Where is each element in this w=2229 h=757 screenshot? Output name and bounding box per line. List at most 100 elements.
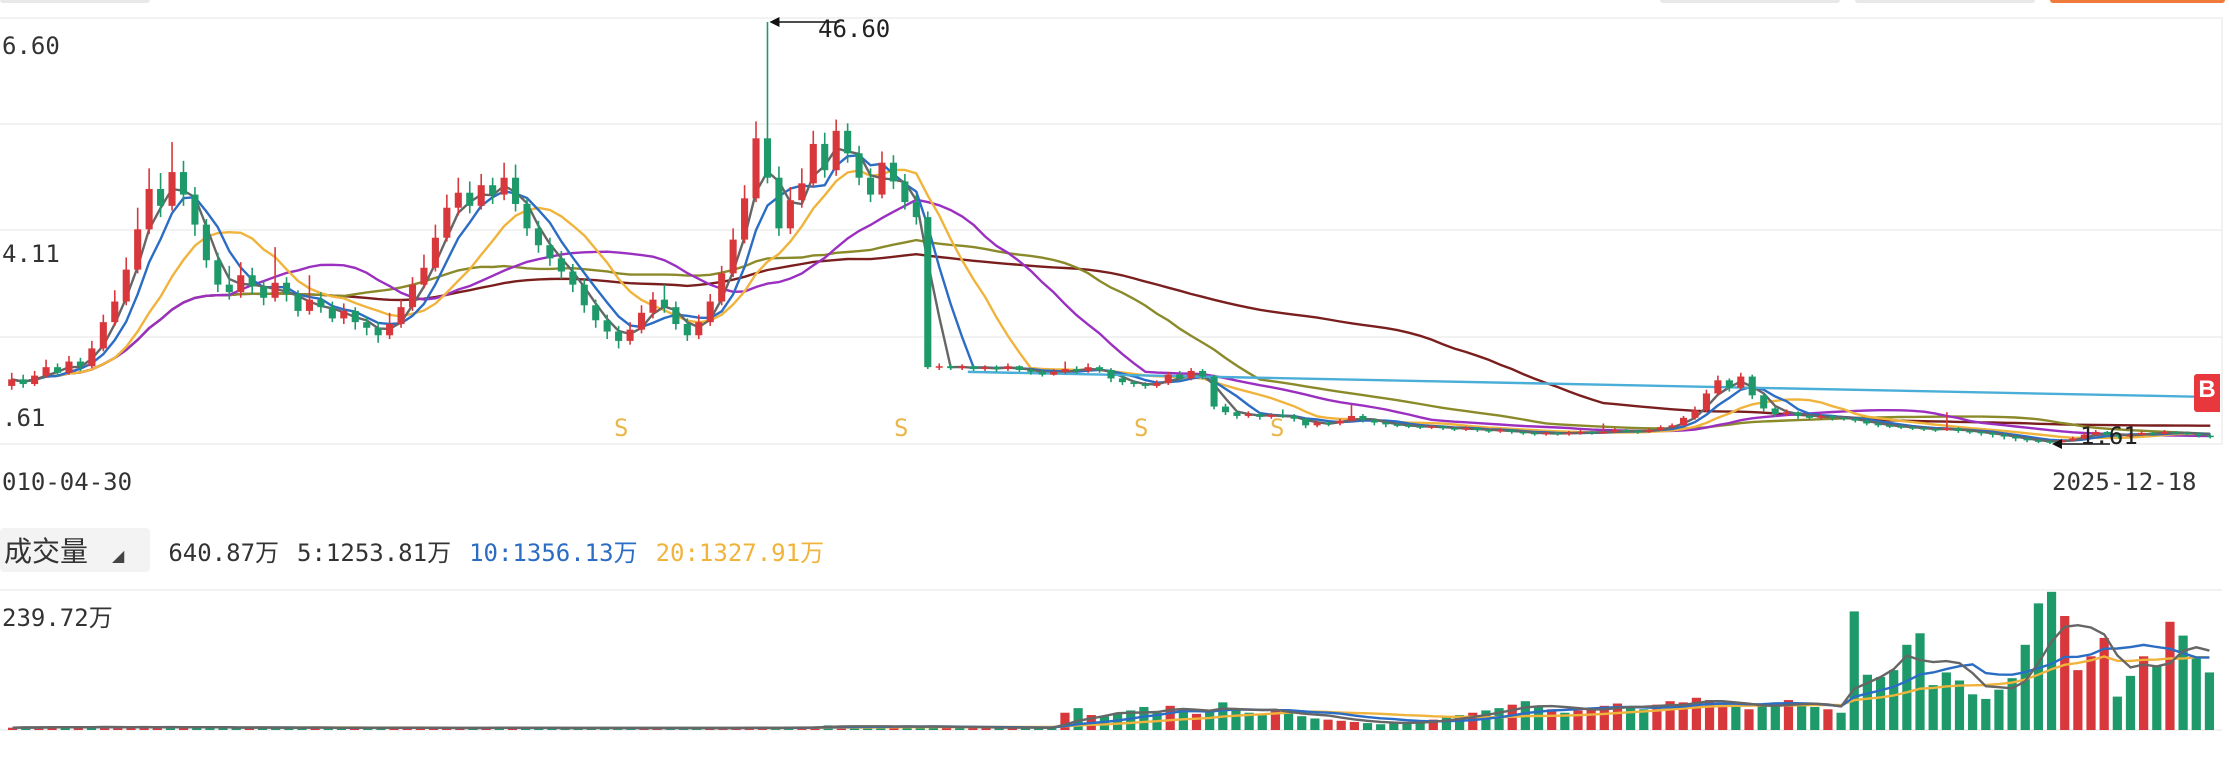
- candle-body: [1611, 430, 1619, 432]
- volume-bar: [2020, 644, 2030, 730]
- volume-bar: [1126, 710, 1136, 730]
- candle-body: [718, 273, 726, 302]
- volume-bar: [152, 727, 162, 730]
- candle-body: [1416, 426, 1424, 428]
- candle-body: [1828, 415, 1836, 418]
- candle-body: [1084, 367, 1092, 371]
- candle-body: [294, 294, 302, 311]
- candle-body: [821, 143, 829, 171]
- volume-bar: [1139, 706, 1149, 730]
- volume-indicator-selector[interactable]: 成交量 ◢: [0, 528, 151, 572]
- candle-body: [317, 299, 325, 308]
- volume-ma20: 20:1327.91万: [655, 538, 825, 567]
- top-edge-tab-mid2: [1855, 0, 2035, 3]
- candle-body: [1164, 374, 1172, 384]
- candle-body: [775, 177, 783, 229]
- candle-body: [947, 366, 955, 369]
- volume-bar: [126, 727, 136, 730]
- candle-body: [340, 310, 348, 319]
- candle-body: [363, 322, 371, 328]
- candle-body: [741, 198, 749, 240]
- volume-bar: [2204, 672, 2215, 730]
- sell-signal-4[interactable]: S: [1270, 414, 1285, 442]
- candle-body: [237, 275, 245, 293]
- volume-bar: [1257, 715, 1267, 730]
- volume-bar: [139, 727, 149, 730]
- volume-bar: [73, 727, 83, 730]
- candle-body: [179, 172, 188, 195]
- candle-body: [1771, 408, 1779, 415]
- candle-body: [1153, 383, 1161, 386]
- candle-body: [65, 361, 73, 373]
- max-price-annotation: 46.60: [818, 15, 891, 43]
- candle-body: [2195, 433, 2203, 436]
- sell-signal-2[interactable]: S: [894, 414, 909, 442]
- top-edge-tab-left: [0, 0, 150, 3]
- candle-body: [1462, 428, 1470, 430]
- candle-body: [214, 260, 222, 285]
- candle-body: [202, 224, 210, 261]
- candle-body: [1244, 414, 1252, 416]
- volume-bar: [231, 728, 241, 730]
- candle-body: [1840, 417, 1848, 420]
- volume-bar: [1652, 704, 1662, 730]
- price-axis-label-low: .61: [2, 404, 46, 432]
- top-edge-tab-active: [2050, 0, 2225, 3]
- candle-body: [1095, 367, 1104, 370]
- volume-bar: [1941, 672, 1951, 730]
- candle-body: [1061, 369, 1069, 372]
- volume-bar: [1586, 708, 1596, 730]
- candle-body: [1657, 427, 1665, 431]
- candle-body: [1130, 382, 1138, 385]
- volume-bar: [2165, 621, 2175, 730]
- candle-body: [1783, 412, 1791, 415]
- candle-body: [76, 361, 84, 367]
- sell-signal-3[interactable]: S: [1134, 414, 1149, 442]
- candle-body: [763, 138, 772, 178]
- candle-body: [386, 324, 394, 336]
- volume-bar: [1310, 718, 1320, 730]
- candle-body: [1313, 422, 1321, 426]
- volume-bar: [1389, 723, 1399, 730]
- candle-body: [855, 153, 863, 178]
- candle-body: [809, 143, 817, 184]
- candle-body: [878, 162, 886, 195]
- candle-body: [408, 284, 417, 308]
- candle-body: [924, 217, 932, 368]
- candle-body: [1805, 415, 1814, 418]
- candle-body: [1428, 426, 1436, 428]
- candle-body: [2138, 432, 2146, 435]
- candle-body: [1038, 371, 1046, 375]
- candle-body: [1714, 380, 1722, 394]
- buy-marker[interactable]: B: [2194, 374, 2220, 412]
- volume-bar: [1441, 717, 1452, 730]
- ma-brown-line: [11, 252, 2211, 427]
- volume-bar: [915, 727, 925, 730]
- candle-body: [1290, 415, 1298, 419]
- volume-bar: [2152, 665, 2162, 730]
- volume-bar: [1731, 706, 1741, 730]
- candle-body: [431, 237, 439, 268]
- candle-body: [225, 284, 233, 293]
- volume-bar: [1494, 708, 1504, 730]
- candle-body: [1393, 424, 1401, 426]
- candle-body: [1073, 369, 1081, 371]
- volume-bar: [1902, 644, 1912, 730]
- volume-bar: [1047, 728, 1057, 730]
- candle-body: [351, 310, 359, 323]
- candle-body: [580, 284, 588, 306]
- volume-grid: [0, 589, 2222, 731]
- candle-body: [637, 312, 646, 330]
- candle-body: [901, 181, 909, 203]
- candle-body: [466, 192, 474, 206]
- volume-bar: [1862, 674, 1873, 730]
- min-arrow-head: [2051, 439, 2062, 449]
- sell-signal-1[interactable]: S: [614, 414, 629, 442]
- candle-body: [660, 299, 668, 308]
- volume-bar: [1454, 715, 1465, 730]
- volume-bar: [1915, 633, 1925, 730]
- candle-body: [2183, 432, 2191, 435]
- volume-legend: 成交量 ◢ 640.87万 5:1253.81万 10:1356.13万 20:1…: [0, 528, 842, 572]
- candle-body: [1679, 417, 1688, 426]
